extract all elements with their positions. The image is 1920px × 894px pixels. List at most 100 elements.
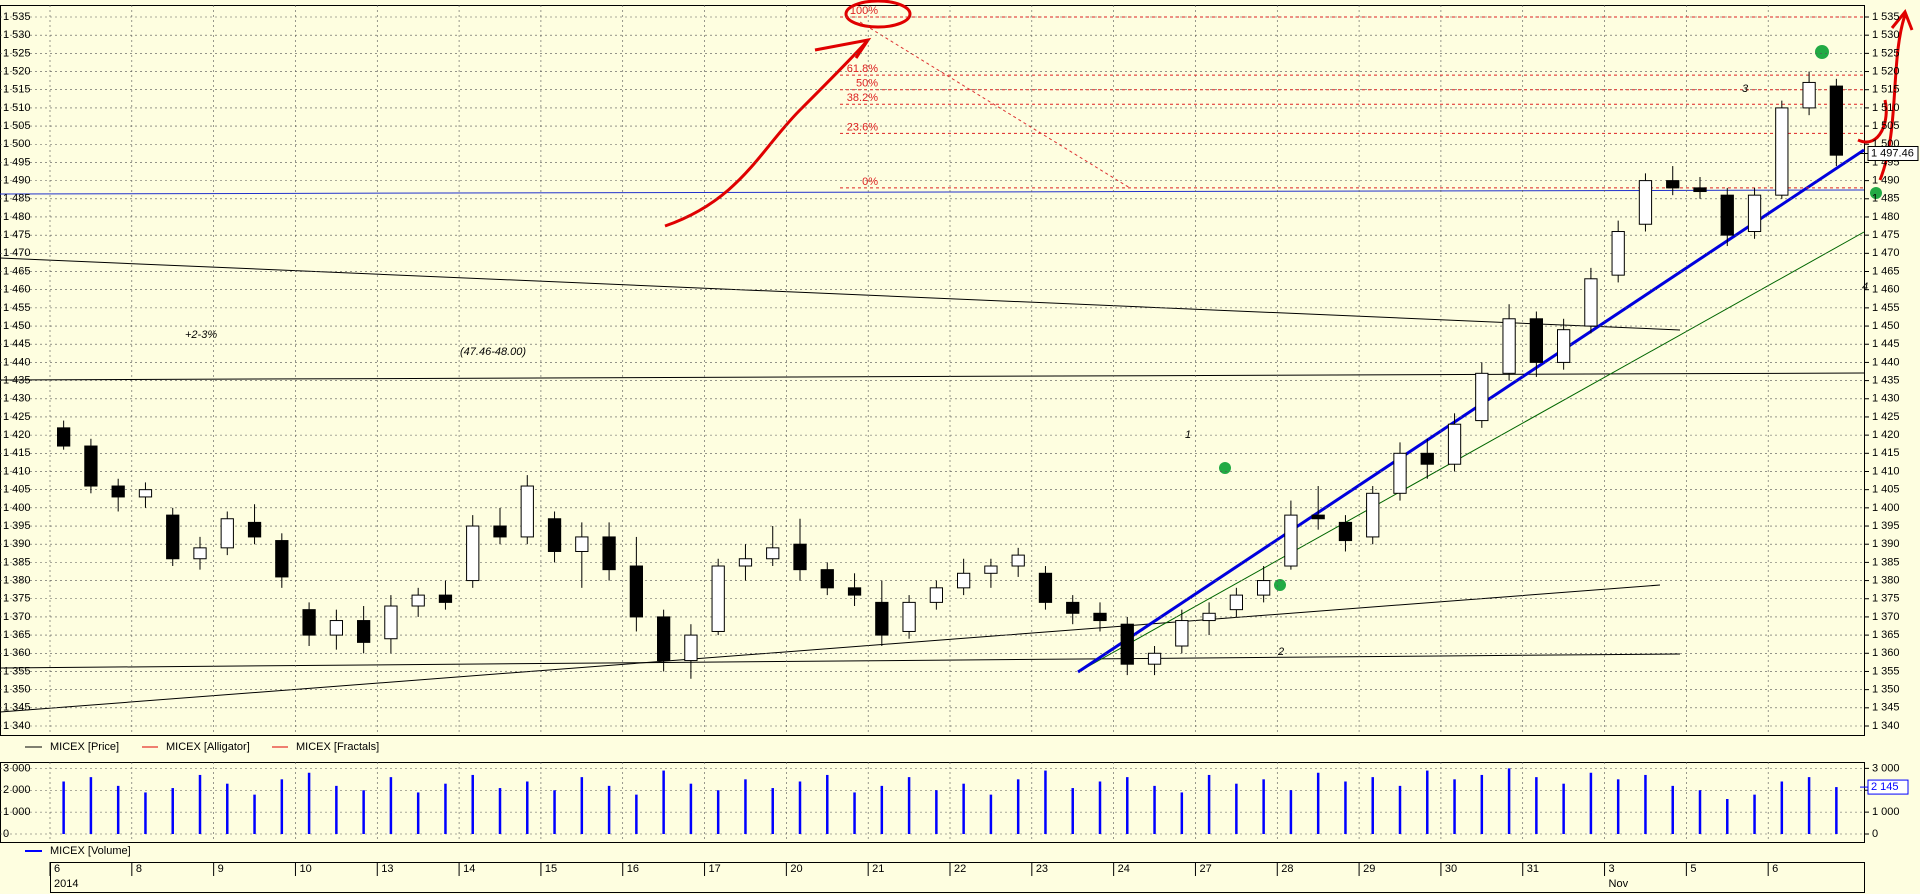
candle-body — [357, 620, 371, 643]
candle-body — [1093, 612, 1107, 622]
candle-body — [1666, 180, 1680, 189]
candle-body — [138, 489, 153, 498]
last-volume-label: 2 145 — [1871, 781, 1899, 793]
y-tick-label: 1 365 — [3, 629, 31, 641]
y-tick-label: 1 410 — [1872, 465, 1900, 477]
candle-body — [902, 601, 916, 632]
y-tick-label: 1 430 — [1872, 393, 1900, 405]
x-tick-label: 27 — [1199, 863, 1211, 875]
y-tick-label: 1 000 — [3, 806, 31, 818]
fib-label: 0% — [862, 176, 878, 188]
candle-body — [466, 525, 480, 582]
y-tick-label: 1 355 — [3, 665, 31, 677]
fib-label: 61.8% — [847, 63, 878, 75]
x-tick-label: 3 — [1609, 863, 1615, 875]
candle-body — [438, 594, 453, 603]
candle-body — [657, 616, 671, 662]
y-tick-label: 1 390 — [1872, 538, 1900, 550]
candle-body — [875, 601, 889, 636]
candle-body — [1638, 180, 1653, 225]
y-tick-label: 1 495 — [3, 156, 31, 168]
y-tick-label: 1 370 — [1872, 611, 1900, 623]
y-tick-label: 1 365 — [1872, 629, 1900, 641]
y-tick-label: 1 340 — [3, 720, 31, 732]
y-tick-label: 1 360 — [3, 647, 31, 659]
volume-panel — [0, 762, 1865, 843]
candle-body — [629, 565, 644, 618]
x-month-label: Nov — [1609, 878, 1629, 890]
y-tick-label: 1 475 — [3, 229, 31, 241]
y-tick-label: 1 395 — [3, 520, 31, 532]
y-tick-label: 1 525 — [1872, 47, 1900, 59]
candle-body — [493, 525, 507, 538]
y-tick-label: 1 470 — [3, 247, 31, 259]
candle-body — [275, 540, 289, 578]
candle-body — [1393, 452, 1407, 494]
price-panel — [0, 5, 1865, 736]
y-tick-label: 1 410 — [3, 465, 31, 477]
y-tick-label: 1 515 — [3, 84, 31, 96]
legend-entry: MICEX [Fractals] — [296, 741, 379, 753]
y-tick-label: 1 380 — [1872, 574, 1900, 586]
legend-entry: MICEX [Alligator] — [166, 741, 250, 753]
y-tick-label: 1 450 — [1872, 320, 1900, 332]
candle-body — [793, 543, 807, 571]
x-tick-label: 13 — [381, 863, 393, 875]
y-tick-label: 1 510 — [1872, 102, 1900, 114]
y-tick-label: 1 415 — [1872, 447, 1900, 459]
last-price-box — [1867, 145, 1919, 161]
y-tick-label: 1 485 — [1872, 193, 1900, 205]
candle-body — [1366, 492, 1380, 538]
candle-body — [929, 587, 944, 603]
y-tick-label: 1 420 — [3, 429, 31, 441]
candle-body — [84, 445, 98, 487]
y-tick-label: 1 425 — [3, 411, 31, 423]
annotation: +2-3% — [185, 329, 217, 341]
y-tick-label: 1 345 — [1872, 702, 1900, 714]
candle-body — [520, 485, 534, 538]
candle-body — [1147, 652, 1162, 665]
candle-body — [684, 634, 698, 662]
candle-body — [1202, 612, 1216, 622]
y-tick-label: 1 385 — [3, 556, 31, 568]
y-tick-label: 1 450 — [3, 320, 31, 332]
candle-body — [766, 547, 780, 560]
legend: MICEX [Price] MICEX [Alligator] MICEX [F… — [25, 741, 379, 857]
candle-body — [1284, 514, 1298, 567]
x-tick-label: 10 — [299, 863, 311, 875]
annotation: (47.46-48.00) — [460, 346, 526, 358]
y-tick-label: 1 460 — [1872, 284, 1900, 296]
candle-body — [1557, 329, 1571, 363]
candle-body — [847, 587, 862, 596]
y-tick-label: 1 435 — [3, 374, 31, 386]
y-tick-label: 1 355 — [1872, 665, 1900, 677]
y-tick-label: 1 385 — [1872, 556, 1900, 568]
candle-body — [1502, 318, 1516, 374]
y-tick-label: 1 445 — [1872, 338, 1900, 350]
candle-body — [711, 565, 725, 632]
fib-label: 38.2% — [847, 92, 878, 104]
x-tick-label: 29 — [1363, 863, 1375, 875]
y-tick-label: 1 530 — [1872, 29, 1900, 41]
x-tick-label: 16 — [627, 863, 639, 875]
fib-label: 23.6% — [847, 121, 878, 133]
candle-body — [1611, 231, 1625, 276]
y-tick-label: 0 — [1872, 828, 1878, 840]
y-tick-label: 1 400 — [1872, 502, 1900, 514]
y-tick-label: 1 490 — [1872, 175, 1900, 187]
handwritten-notes: +2-3% (47.46-48.00) 1 2 3 4 — [185, 83, 1868, 658]
candle-body — [602, 536, 616, 571]
y-tick-label: 1 415 — [3, 447, 31, 459]
candle-body — [1829, 85, 1844, 156]
y-tick-label: 1 485 — [3, 193, 31, 205]
candle-body — [1311, 514, 1325, 520]
x-tick-label: 22 — [954, 863, 966, 875]
y-tick-label: 0 — [3, 828, 9, 840]
candle-body — [111, 485, 125, 498]
candle-body — [1775, 107, 1789, 196]
x-tick-label: 20 — [790, 863, 802, 875]
y-tick-label: 1 375 — [3, 593, 31, 605]
legend-entry: MICEX [Volume] — [50, 845, 131, 857]
